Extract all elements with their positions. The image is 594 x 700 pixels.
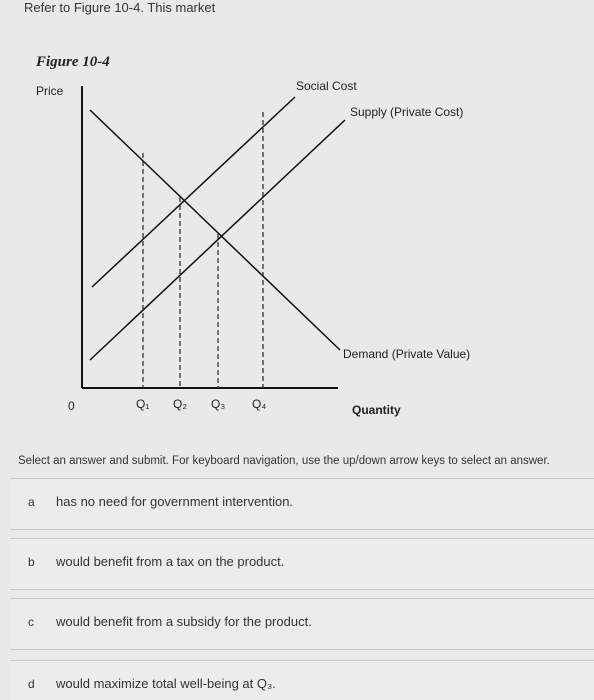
- supply-curve: [89, 119, 346, 361]
- y-axis-label: Price: [36, 84, 64, 98]
- x-axis-label: Quantity: [352, 403, 401, 417]
- demand-label: Demand (Private Value): [343, 347, 470, 361]
- option-text: has no need for government intervention.: [56, 494, 294, 509]
- instructions: Select an answer and submit. For keyboar…: [18, 455, 550, 467]
- figure-title: Figure 10-4: [35, 54, 110, 70]
- quantity-guides: [142, 112, 264, 388]
- option-text: would benefit from a subsidy for the pro…: [56, 614, 312, 629]
- option-letter: d: [28, 677, 35, 691]
- option-letter: c: [28, 615, 34, 629]
- figure: Figure 10-4 Price Social Cost Supply (Pr…: [35, 54, 470, 417]
- q-label: Q₁: [136, 397, 149, 411]
- answer-option[interactable]: c would benefit from a subsidy for the p…: [10, 598, 594, 650]
- demand-curve: [89, 109, 341, 351]
- option-letter: b: [28, 555, 35, 569]
- supply-label: Supply (Private Cost): [350, 105, 463, 119]
- q-label: Q₄: [252, 397, 266, 411]
- answer-option[interactable]: a has no need for government interventio…: [10, 478, 594, 530]
- social-cost-label: Social Cost: [296, 79, 357, 93]
- q-label: Q₃: [211, 397, 225, 411]
- social-cost-curve: [91, 96, 296, 288]
- origin-label: 0: [68, 399, 75, 413]
- option-letter: a: [28, 495, 35, 509]
- answer-option[interactable]: b would benefit from a tax on the produc…: [10, 538, 594, 590]
- option-text: would maximize total well-being at Q₃.: [56, 676, 276, 691]
- answer-option[interactable]: d would maximize total well-being at Q₃.: [10, 660, 594, 700]
- q-label: Q₂: [173, 397, 187, 411]
- option-text: would benefit from a tax on the product.: [56, 554, 285, 569]
- question: Refer to Figure 10-4. This market: [24, 0, 216, 15]
